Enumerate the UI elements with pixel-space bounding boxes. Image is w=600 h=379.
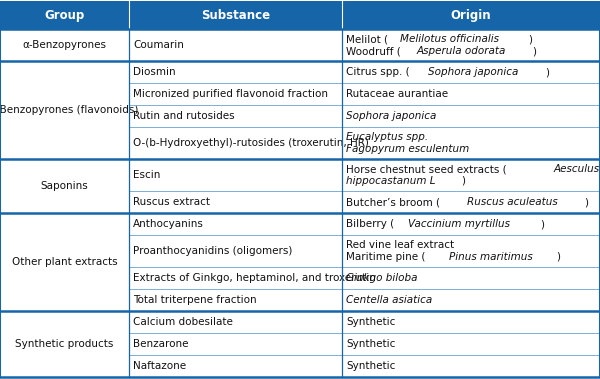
Text: Woodruff (: Woodruff (	[346, 46, 401, 56]
Text: Proanthocyanidins (oligomers): Proanthocyanidins (oligomers)	[133, 246, 293, 256]
Text: Extracts of Ginkgo, heptaminol, and troxerutin: Extracts of Ginkgo, heptaminol, and trox…	[133, 273, 376, 283]
Text: Centella asiatica: Centella asiatica	[346, 295, 433, 305]
Text: ): )	[540, 219, 544, 229]
Text: Saponins: Saponins	[41, 181, 88, 191]
Text: Fagopyrum esculentum: Fagopyrum esculentum	[346, 144, 469, 154]
Text: ): )	[545, 67, 549, 77]
Text: Naftazone: Naftazone	[133, 361, 187, 371]
Text: Micronized purified flavonoid fraction: Micronized purified flavonoid fraction	[133, 89, 328, 99]
Text: Coumarin: Coumarin	[133, 40, 184, 50]
Text: Substance: Substance	[201, 9, 270, 22]
Text: Maritime pine (: Maritime pine (	[346, 252, 425, 262]
Text: Escin: Escin	[133, 170, 161, 180]
Text: O-(b-Hydroxyethyl)-rutosides (troxerutin, HR): O-(b-Hydroxyethyl)-rutosides (troxerutin…	[133, 138, 369, 148]
Text: Melilotus officinalis: Melilotus officinalis	[400, 34, 499, 44]
Text: Horse chestnut seed extracts (: Horse chestnut seed extracts (	[346, 164, 507, 174]
Text: Total triterpene fraction: Total triterpene fraction	[133, 295, 257, 305]
Text: γ-Benzopyrones (flavonoids): γ-Benzopyrones (flavonoids)	[0, 105, 139, 115]
Text: Red vine leaf extract: Red vine leaf extract	[346, 240, 454, 250]
Text: Sophora japonica: Sophora japonica	[428, 67, 518, 77]
Text: Eucalyptus spp.: Eucalyptus spp.	[346, 132, 428, 142]
Text: Synthetic: Synthetic	[346, 361, 395, 371]
Text: Synthetic products: Synthetic products	[16, 339, 113, 349]
Text: Aesculus: Aesculus	[553, 164, 599, 174]
Text: Other plant extracts: Other plant extracts	[11, 257, 118, 267]
Text: Pinus maritimus: Pinus maritimus	[449, 252, 532, 262]
Text: Sophora japonica: Sophora japonica	[346, 111, 437, 121]
Text: ): )	[461, 176, 466, 186]
Text: Group: Group	[44, 9, 85, 22]
Text: ): )	[557, 252, 560, 262]
Text: ): )	[528, 34, 532, 44]
Text: Origin: Origin	[451, 9, 491, 22]
Text: ): )	[584, 197, 589, 207]
Text: Vaccinium myrtillus: Vaccinium myrtillus	[408, 219, 510, 229]
Text: Rutin and rutosides: Rutin and rutosides	[133, 111, 235, 121]
Text: Diosmin: Diosmin	[133, 67, 176, 77]
Text: Synthetic: Synthetic	[346, 317, 395, 327]
Text: Bilberry (: Bilberry (	[346, 219, 394, 229]
Text: Calcium dobesilate: Calcium dobesilate	[133, 317, 233, 327]
Text: Synthetic: Synthetic	[346, 339, 395, 349]
Text: Benzarone: Benzarone	[133, 339, 188, 349]
Text: Citrus spp. (: Citrus spp. (	[346, 67, 410, 77]
Text: ): )	[532, 46, 536, 56]
Text: hippocastanum L: hippocastanum L	[346, 176, 436, 186]
Text: Asperula odorata: Asperula odorata	[417, 46, 506, 56]
Text: Ginkgo biloba: Ginkgo biloba	[346, 273, 418, 283]
Text: α-Benzopyrones: α-Benzopyrones	[23, 40, 107, 50]
Text: Ruscus extract: Ruscus extract	[133, 197, 210, 207]
Text: Anthocyanins: Anthocyanins	[133, 219, 204, 229]
Text: Rutaceae aurantiae: Rutaceae aurantiae	[346, 89, 448, 99]
Text: Melilot (: Melilot (	[346, 34, 388, 44]
Bar	[0, 1, 600, 29]
Text: Ruscus aculeatus: Ruscus aculeatus	[467, 197, 558, 207]
Text: Butcher’s broom (: Butcher’s broom (	[346, 197, 440, 207]
